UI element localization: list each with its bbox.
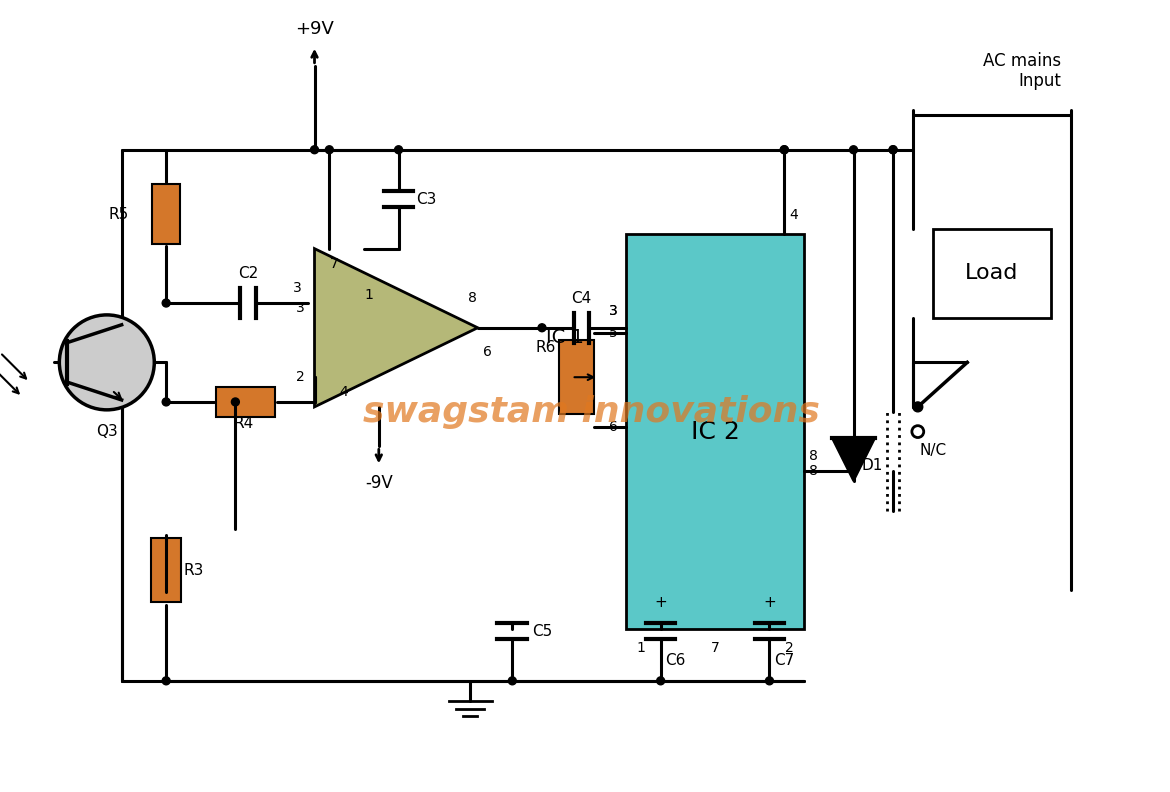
Text: C6: C6	[666, 653, 686, 668]
Text: +: +	[654, 595, 667, 610]
Text: 6: 6	[483, 345, 491, 360]
Text: Q3: Q3	[96, 424, 118, 439]
Text: 8: 8	[468, 291, 476, 305]
Text: 8: 8	[808, 449, 818, 463]
Text: 8: 8	[808, 464, 818, 478]
Text: D1: D1	[861, 458, 883, 473]
Circle shape	[765, 677, 773, 685]
Polygon shape	[832, 437, 875, 481]
Text: swagstam innovations: swagstam innovations	[363, 395, 820, 428]
Text: 3: 3	[294, 281, 302, 295]
Circle shape	[780, 146, 789, 154]
Text: N/C: N/C	[920, 444, 947, 459]
Circle shape	[394, 146, 402, 154]
Text: 2: 2	[785, 642, 793, 655]
Circle shape	[913, 402, 923, 412]
Text: 4: 4	[790, 208, 799, 222]
Text: AC mains
Input: AC mains Input	[983, 51, 1061, 90]
Text: 5: 5	[610, 326, 618, 340]
Text: IC 2: IC 2	[690, 420, 739, 444]
Circle shape	[163, 299, 170, 307]
Text: C7: C7	[775, 653, 794, 668]
Text: C4: C4	[571, 291, 592, 306]
Circle shape	[538, 324, 546, 332]
Circle shape	[163, 398, 170, 406]
Text: R4: R4	[233, 416, 254, 431]
Circle shape	[508, 677, 516, 685]
Text: 1: 1	[365, 288, 373, 303]
Circle shape	[780, 146, 789, 154]
FancyBboxPatch shape	[932, 229, 1052, 318]
FancyBboxPatch shape	[215, 387, 275, 417]
Text: IC 1: IC 1	[546, 328, 584, 347]
Circle shape	[325, 146, 333, 154]
Text: 3: 3	[610, 304, 618, 318]
FancyBboxPatch shape	[626, 234, 804, 630]
Text: C5: C5	[532, 624, 552, 639]
Text: 2: 2	[296, 370, 304, 384]
FancyBboxPatch shape	[151, 538, 181, 602]
Text: -9V: -9V	[365, 474, 393, 492]
Text: R6: R6	[535, 340, 556, 355]
Text: 3: 3	[296, 301, 304, 315]
Text: +9V: +9V	[295, 20, 333, 38]
Polygon shape	[315, 249, 477, 407]
Text: 4: 4	[339, 385, 349, 399]
FancyBboxPatch shape	[152, 185, 180, 244]
Text: 1: 1	[636, 642, 646, 655]
Text: 7: 7	[710, 642, 720, 655]
Circle shape	[232, 398, 240, 406]
Text: R5: R5	[109, 207, 129, 222]
Circle shape	[163, 677, 170, 685]
Text: C3: C3	[417, 192, 436, 207]
Circle shape	[889, 146, 897, 154]
Text: 3: 3	[610, 304, 618, 318]
Text: 6: 6	[610, 420, 618, 434]
Text: +: +	[763, 595, 776, 610]
Text: R3: R3	[184, 562, 205, 577]
Circle shape	[889, 146, 897, 154]
Circle shape	[849, 146, 858, 154]
Text: 7: 7	[330, 257, 338, 271]
FancyBboxPatch shape	[559, 340, 594, 414]
Circle shape	[60, 315, 154, 409]
Circle shape	[310, 146, 318, 154]
Circle shape	[656, 677, 665, 685]
Text: C2: C2	[239, 266, 259, 281]
Text: Load: Load	[965, 264, 1019, 284]
